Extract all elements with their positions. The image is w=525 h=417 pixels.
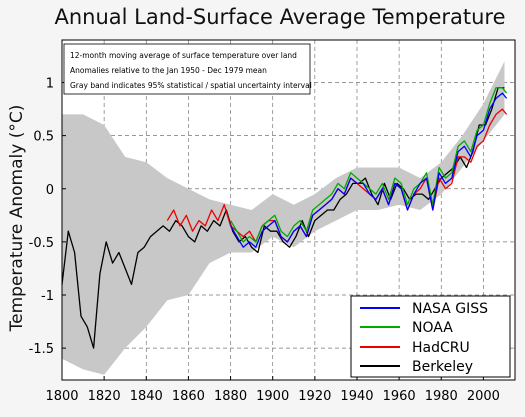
legend-label-noaa: NOAA <box>412 320 453 336</box>
axis-ticks: 1800 1820 1840 1860 1880 1900 1920 1940 1960 1980… <box>29 77 500 405</box>
plot-frame <box>61 39 516 381</box>
x-tick-label: 1860 <box>172 389 205 404</box>
x-tick-label: 2000 <box>467 389 500 404</box>
annotation-line-1: 12-month moving average of surface tempe… <box>70 51 297 60</box>
y-tick-label: -1 <box>41 289 54 304</box>
series-lines <box>61 87 508 349</box>
y-tick-label: 0 <box>46 183 54 198</box>
legend: NASA GISS NOAA HadCRU Berkeley <box>350 295 511 378</box>
x-tick-label: 1840 <box>130 389 163 404</box>
x-tick-label: 1920 <box>298 389 331 404</box>
legend-label-berkeley: Berkeley <box>412 359 473 375</box>
annotation-line-2: Anomalies relative to the Jan 1950 - Dec… <box>70 66 267 75</box>
legend-label-nasa-giss: NASA GISS <box>412 301 488 317</box>
annotation-box: 12-month moving average of surface tempe… <box>63 43 312 95</box>
uncertainty-band <box>62 61 505 375</box>
x-tick-label: 1960 <box>383 389 416 404</box>
x-tick-label: 1980 <box>425 389 458 404</box>
y-tick-label: 1 <box>46 77 54 92</box>
x-tick-label: 1820 <box>88 389 121 404</box>
legend-label-hadcru: HadCRU <box>412 340 470 356</box>
series-line-noaa <box>230 87 508 243</box>
annotation-line-3: Gray band indicates 95% statistical / sp… <box>70 81 312 90</box>
x-tick-label: 1900 <box>256 389 289 404</box>
uncertainty-band-group <box>62 61 505 375</box>
x-tick-label: 1880 <box>214 389 247 404</box>
y-tick-label: -0.5 <box>29 236 54 251</box>
legend-box <box>350 295 511 378</box>
y-tick-label: 0.5 <box>33 130 54 145</box>
y-tick-label: -1.5 <box>29 342 54 357</box>
y-axis-label: Temperature Anomaly (°C) <box>7 105 27 333</box>
x-tick-label: 1940 <box>340 389 373 404</box>
chart-title: Annual Land-Surface Average Temperature <box>54 5 505 29</box>
series-line-nasa-giss <box>230 92 508 248</box>
x-tick-label: 1800 <box>45 389 78 404</box>
